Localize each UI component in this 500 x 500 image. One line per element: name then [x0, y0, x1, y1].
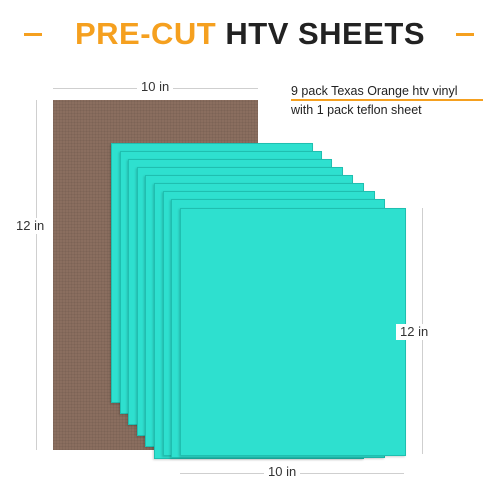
teflon-height-label: 12 in	[12, 218, 49, 234]
teflon-height-line	[36, 100, 37, 450]
title-dark-text: HTV SHEETS	[225, 16, 426, 51]
page-title: PRE-CUT HTV SHEETS	[0, 14, 500, 54]
htv-width-label: 10 in	[264, 464, 301, 480]
description-underline	[291, 99, 483, 101]
title-right-dash	[456, 33, 474, 36]
teflon-width-label: 10 in	[137, 79, 174, 95]
product-description: 9 pack Texas Orange htv vinyl with 1 pac…	[291, 82, 458, 120]
title-accent-text: PRE-CUT	[74, 16, 217, 51]
description-line-2: with 1 pack teflon sheet	[291, 103, 422, 117]
htv-height-label: 12 in	[396, 324, 433, 340]
htv-sheet-1	[180, 208, 406, 456]
title-left-dash	[24, 33, 42, 36]
description-line-1: 9 pack Texas Orange htv vinyl	[291, 84, 458, 98]
